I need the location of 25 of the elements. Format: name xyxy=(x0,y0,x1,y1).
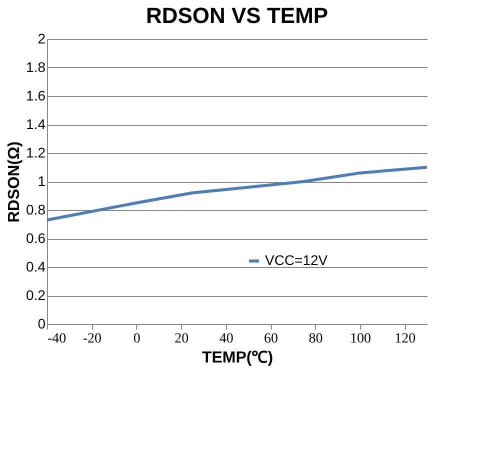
x-tick-label: -40 xyxy=(48,332,66,346)
legend-label: VCC=12V xyxy=(265,252,328,268)
x-tick-label: 80 xyxy=(308,332,323,346)
y-tick-label: 0 xyxy=(38,316,46,332)
y-tick-label: 1.8 xyxy=(26,59,46,75)
y-tick-label: 0.8 xyxy=(26,202,46,218)
x-tick-label: 60 xyxy=(264,332,278,346)
x-tick-label: 40 xyxy=(219,332,234,346)
line-series xyxy=(46,166,428,222)
x-axis-title: TEMP(℃) xyxy=(202,350,274,366)
x-tick-label: 120 xyxy=(394,332,416,346)
y-tick-label: 0.6 xyxy=(26,230,46,246)
y-tick-label: 1.2 xyxy=(26,144,46,160)
y-axis-title: RDSON(Ω) xyxy=(6,141,24,223)
x-tick-label: 20 xyxy=(174,332,189,346)
y-tick-label: 1.6 xyxy=(26,88,46,104)
y-tick-label: 0.2 xyxy=(26,287,46,303)
x-tick-label: 100 xyxy=(350,332,371,346)
x-tick-label: -20 xyxy=(82,332,102,346)
y-tick-label: 0.4 xyxy=(26,258,46,274)
y-tick-label: 1 xyxy=(38,173,46,189)
y-tick-label: 1.4 xyxy=(26,116,46,132)
chart-title: RDSON VS TEMP xyxy=(146,3,328,28)
y-tick-label: 2 xyxy=(38,30,46,46)
x-tick-label: 0 xyxy=(133,332,140,346)
